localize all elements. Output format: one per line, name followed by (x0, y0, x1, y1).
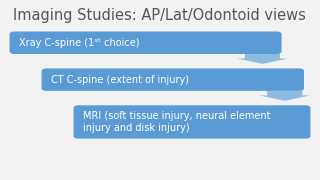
FancyBboxPatch shape (74, 105, 310, 139)
Text: Imaging Studies: AP/Lat/Odontoid views: Imaging Studies: AP/Lat/Odontoid views (13, 8, 306, 23)
Polygon shape (237, 54, 288, 64)
Polygon shape (259, 91, 310, 101)
FancyBboxPatch shape (10, 31, 282, 54)
FancyBboxPatch shape (42, 68, 304, 91)
Text: MRI (soft tissue injury, neural element
injury and disk injury): MRI (soft tissue injury, neural element … (83, 111, 271, 133)
Text: Xray C-spine (1ˢᵗ choice): Xray C-spine (1ˢᵗ choice) (19, 38, 140, 48)
Text: CT C-spine (extent of injury): CT C-spine (extent of injury) (51, 75, 189, 85)
